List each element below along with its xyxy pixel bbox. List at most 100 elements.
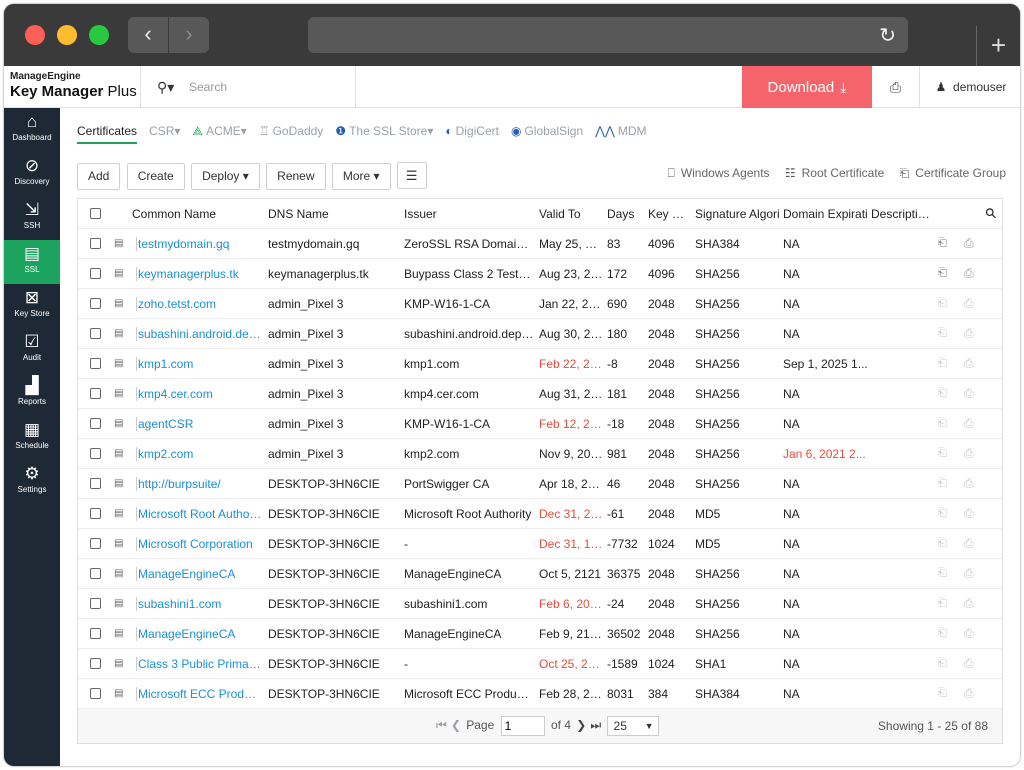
next-page-icon[interactable]: ❯ [576, 718, 587, 733]
column-chooser-button[interactable]: ☰ [396, 162, 427, 189]
maximize-window-button[interactable] [89, 25, 109, 45]
deploy-action-icon[interactable]: ⎗ [938, 597, 947, 609]
deploy-action-icon[interactable]: ⎗ [938, 687, 947, 699]
sidebar-item-audit[interactable]: ☑ Audit [4, 328, 60, 372]
column-header-days[interactable]: Days [607, 207, 635, 221]
address-bar[interactable]: ↻ [308, 17, 908, 53]
deploy-action-icon[interactable]: ⎗ [938, 237, 947, 249]
search-icon[interactable]: ⚲▾ [157, 79, 175, 95]
deploy-action-icon[interactable]: ⎗ [938, 267, 947, 279]
table-search-icon[interactable]: ⚲ [981, 203, 1001, 223]
table-row[interactable]: ▤ subashini1.com DESKTOP-3HN6CIE subashini1… [78, 589, 1002, 619]
tab-certificates[interactable]: Certificates [77, 120, 138, 144]
column-header-common-name[interactable]: Common Name [132, 207, 217, 221]
column-header-key-size[interactable]: Key Size [648, 207, 692, 221]
deploy-button[interactable]: Deploy ▾ [191, 163, 260, 190]
row-checkbox[interactable] [90, 298, 101, 309]
deploy-action-icon[interactable]: ⎗ [938, 567, 947, 579]
export-action-icon[interactable]: ⎙ [964, 416, 974, 430]
row-checkbox[interactable] [90, 508, 101, 519]
cell-common-name[interactable]: agentCSR [138, 417, 194, 431]
table-row[interactable]: ▤ kmp4.cer.com admin_Pixel 3 kmp4.cer.com Au… [78, 379, 1002, 409]
row-checkbox[interactable] [90, 598, 101, 609]
table-row[interactable]: ▤ ManageEngineCA DESKTOP-3HN6CIE ManageEngi… [78, 559, 1002, 589]
add-button[interactable]: Add [77, 163, 121, 190]
column-header-valid-to[interactable]: Valid To [539, 207, 581, 221]
export-action-icon[interactable]: ⎙ [964, 626, 974, 640]
column-header-issuer[interactable]: Issuer [404, 207, 437, 221]
tab-godaddy[interactable]: ♖ GoDaddy [259, 120, 323, 142]
row-checkbox[interactable] [90, 388, 101, 399]
export-action-icon[interactable]: ⎙ [964, 266, 974, 280]
row-checkbox[interactable] [90, 238, 101, 249]
product-logo[interactable]: ManageEngine Key Manager Plus [10, 71, 140, 100]
table-row[interactable]: ▤ http://burpsuite/DESKTOP-3HN6CIE PortSwi… [78, 469, 1002, 499]
table-row[interactable]: ▤ Microsoft Corporation DESKTOP-3HN6CIE - De… [78, 529, 1002, 559]
certificate-group-link[interactable]: ⎗ Certificate Group [899, 166, 1006, 180]
page-input[interactable] [500, 716, 545, 736]
cell-common-name[interactable]: ManageEngineCA [138, 567, 236, 581]
deploy-action-icon[interactable]: ⎗ [938, 507, 947, 519]
export-action-icon[interactable]: ⎙ [964, 386, 974, 400]
row-checkbox[interactable] [90, 478, 101, 489]
search-input[interactable] [189, 77, 339, 97]
sidebar-item-reports[interactable]: ▟ Reports [4, 372, 60, 416]
export-action-icon[interactable]: ⎙ [964, 476, 974, 490]
deploy-action-icon[interactable]: ⎗ [938, 387, 947, 399]
cell-common-name[interactable]: testmydomain.gq [138, 237, 230, 251]
cell-common-name[interactable]: kmp1.com [138, 357, 194, 371]
minimize-window-button[interactable] [57, 25, 77, 45]
export-action-icon[interactable]: ⎙ [964, 596, 974, 610]
column-header-dns-name[interactable]: DNS Name [268, 207, 329, 221]
tab-csr[interactable]: CSR▾ [149, 120, 180, 142]
root-certificate-link[interactable]: ☷ Root Certificate [784, 166, 885, 180]
table-row[interactable]: ▤ Microsoft Root Authority DESKTOP-3HN6CIE… [78, 499, 1002, 529]
row-checkbox[interactable] [90, 538, 101, 549]
export-action-icon[interactable]: ⎙ [964, 566, 974, 580]
cell-common-name[interactable]: zoho.tetst.com [138, 297, 217, 311]
deploy-action-icon[interactable]: ⎗ [938, 357, 947, 369]
cell-common-name[interactable]: kmp4.cer.com [138, 387, 213, 401]
more-button[interactable]: More ▾ [331, 163, 391, 190]
row-checkbox[interactable] [90, 688, 101, 699]
table-row[interactable]: ▤ agentCSR admin_Pixel 3 KMP-W16-1-CA Feb 12… [78, 409, 1002, 439]
cell-common-name[interactable]: Microsoft Corporation [138, 537, 253, 551]
table-row[interactable]: ▤ zoho.tetst.com admin_Pixel 3 KMP-W16-1-CA… [78, 289, 1002, 319]
remote-icon[interactable]: ⎙ [872, 66, 920, 108]
last-page-icon[interactable]: ⏭︎ [590, 718, 602, 733]
export-action-icon[interactable]: ⎙ [964, 446, 974, 460]
cell-common-name[interactable]: subashini.android.deploy [138, 327, 262, 341]
reload-icon[interactable]: ↻ [879, 25, 896, 47]
row-checkbox[interactable] [90, 568, 101, 579]
export-action-icon[interactable]: ⎙ [964, 326, 974, 340]
sidebar-item-ssh[interactable]: ⇲ SSH [4, 196, 60, 240]
renew-button[interactable]: Renew [266, 163, 326, 190]
select-all-checkbox[interactable] [90, 208, 101, 219]
table-row[interactable]: ▤ kmp1.com admin_Pixel 3 kmp1.com Feb 22, 20… [78, 349, 1002, 379]
prev-page-icon[interactable]: ❮ [450, 718, 461, 733]
row-checkbox[interactable] [90, 628, 101, 639]
row-checkbox[interactable] [90, 448, 101, 459]
cell-common-name[interactable]: kmp2.com [138, 447, 194, 461]
table-row[interactable]: ▤ subashini.android.deploy admin_Pixel 3 su… [78, 319, 1002, 349]
deploy-action-icon[interactable]: ⎗ [938, 327, 947, 339]
export-action-icon[interactable]: ⎙ [964, 506, 974, 520]
sidebar-item-discovery[interactable]: ⊘ Discovery [4, 152, 60, 196]
row-checkbox[interactable] [90, 358, 101, 369]
export-action-icon[interactable]: ⎙ [964, 536, 974, 550]
sidebar-item-dashboard[interactable]: ⌂ Dashboard [4, 108, 60, 152]
export-action-icon[interactable]: ⎙ [964, 236, 974, 250]
sidebar-item-ssl[interactable]: ▤ SSL [4, 240, 60, 284]
table-row[interactable]: ▤ kmp2.com admin_Pixel 3 kmp2.com Nov 9, 202… [78, 439, 1002, 469]
cell-common-name[interactable]: Class 3 Public Primary Certification Aut… [138, 657, 262, 671]
windows-agents-link[interactable]: ⎕ Windows Agents [667, 166, 770, 180]
new-tab-button[interactable]: + [976, 26, 1020, 66]
cell-common-name[interactable]: Microsoft ECC Product Root [138, 687, 262, 701]
deploy-action-icon[interactable]: ⎗ [938, 447, 947, 459]
export-action-icon[interactable]: ⎙ [964, 686, 974, 700]
tab-acme[interactable]: ⟁ ACME▾ [192, 120, 246, 142]
cell-common-name[interactable]: Microsoft Root Authority [138, 507, 262, 521]
deploy-action-icon[interactable]: ⎗ [938, 657, 947, 669]
sidebar-item-schedule[interactable]: ▦ Schedule [4, 416, 60, 460]
sidebar-item-settings[interactable]: ⚙ Settings [4, 460, 60, 504]
